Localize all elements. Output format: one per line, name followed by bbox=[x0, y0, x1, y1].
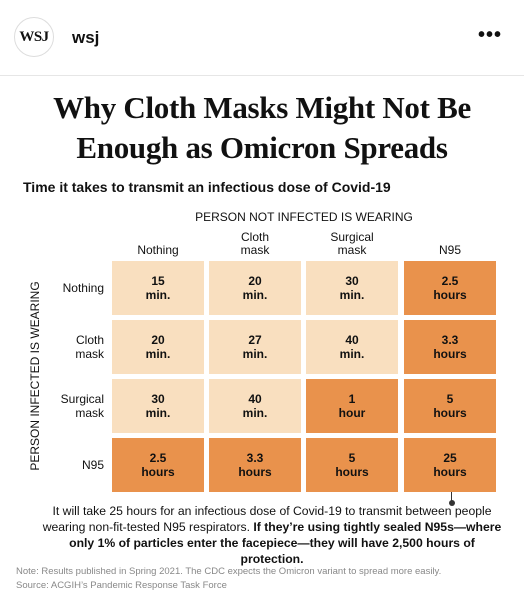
account-name[interactable]: wsj bbox=[72, 28, 100, 47]
row-header: Cloth mask bbox=[40, 320, 104, 374]
cell-unit: min. bbox=[145, 406, 171, 420]
cell-unit: hours bbox=[433, 347, 467, 361]
source: Source: ACGIH’s Pandemic Response Task F… bbox=[16, 580, 227, 591]
annotation-line bbox=[451, 492, 452, 502]
cell: 25 hours bbox=[404, 438, 496, 492]
cell-value: 15 bbox=[151, 274, 165, 288]
cell-unit: hours bbox=[238, 465, 272, 479]
cell: 3.3 hours bbox=[209, 438, 301, 492]
row-header-text: Nothing bbox=[62, 281, 104, 295]
column-header: Cloth mask bbox=[209, 231, 301, 257]
more-menu[interactable]: ••• bbox=[478, 24, 503, 46]
cell: 3.3 hours bbox=[404, 320, 496, 374]
cell-value: 25 bbox=[443, 451, 457, 465]
cell-unit: hours bbox=[433, 465, 467, 479]
account-avatar[interactable]: WSJ bbox=[14, 17, 54, 57]
column-header-text: Nothing bbox=[137, 243, 179, 257]
annotation-text: It will take 25 hours for an infectious … bbox=[42, 504, 492, 534]
cell-unit: min. bbox=[242, 406, 268, 420]
column-header: Nothing bbox=[112, 231, 204, 257]
cell-unit: min. bbox=[339, 347, 365, 361]
row-header: Nothing bbox=[40, 261, 104, 315]
cell-value: 1 bbox=[348, 392, 356, 406]
cell: 20 min. bbox=[209, 261, 301, 315]
cell-unit: hours bbox=[141, 465, 175, 479]
cell-unit: min. bbox=[145, 347, 171, 361]
row-header: N95 bbox=[40, 438, 104, 492]
cell-unit: min. bbox=[242, 347, 268, 361]
cell: 40 min. bbox=[209, 379, 301, 433]
row-header-text: N95 bbox=[81, 458, 104, 472]
cell: 2.5 hours bbox=[112, 438, 204, 492]
cell: 5 hours bbox=[404, 379, 496, 433]
cell: 15 min. bbox=[112, 261, 204, 315]
cell: 30 min. bbox=[112, 379, 204, 433]
cell-value: 40 bbox=[248, 392, 262, 406]
cell-unit: hour bbox=[338, 406, 366, 420]
cell-value: 3.3 bbox=[441, 333, 459, 347]
column-header-text: Cloth mask bbox=[240, 230, 270, 257]
annotation: It will take 25 hours for an infectious … bbox=[40, 503, 504, 567]
cell-value: 2.5 bbox=[441, 274, 459, 288]
cell-value: 3.3 bbox=[246, 451, 264, 465]
separator bbox=[0, 75, 524, 76]
cell-unit: min. bbox=[145, 288, 171, 302]
annotation-bold-text: If they’re using tightly sealed N95s—whe… bbox=[69, 520, 502, 566]
annotation-dot bbox=[448, 500, 455, 506]
cell-value: 2.5 bbox=[149, 451, 167, 465]
column-header: N95 bbox=[404, 231, 496, 257]
cell-value: 20 bbox=[248, 274, 262, 288]
column-header: Surgical mask bbox=[306, 231, 398, 257]
cell-unit: hours bbox=[433, 406, 467, 420]
title: Why Cloth Masks Might Not Be Enough as O… bbox=[53, 90, 471, 165]
cell: 2.5 hours bbox=[404, 261, 496, 315]
cell: 40 min. bbox=[306, 320, 398, 374]
cell-unit: min. bbox=[339, 288, 365, 302]
subtitle: Time it takes to transmit an infectious … bbox=[23, 179, 391, 195]
cell-value: 5 bbox=[348, 451, 356, 465]
cell-value: 5 bbox=[446, 392, 454, 406]
row-header-text: Cloth mask bbox=[75, 333, 104, 361]
cell: 5 hours bbox=[306, 438, 398, 492]
cell-value: 27 bbox=[248, 333, 262, 347]
note: Note: Results published in Spring 2021. … bbox=[16, 566, 442, 577]
column-group-label: PERSON NOT INFECTED IS WEARING bbox=[195, 210, 413, 224]
cell-unit: hours bbox=[335, 465, 369, 479]
cell-value: 30 bbox=[345, 274, 359, 288]
cell: 27 min. bbox=[209, 320, 301, 374]
cell-unit: hours bbox=[433, 288, 467, 302]
cell-value: 40 bbox=[345, 333, 359, 347]
cell: 1 hour bbox=[306, 379, 398, 433]
cell-value: 20 bbox=[151, 333, 165, 347]
cell-unit: min. bbox=[242, 288, 268, 302]
column-header-text: Surgical mask bbox=[330, 230, 374, 257]
cell: 30 min. bbox=[306, 261, 398, 315]
cell: 20 min. bbox=[112, 320, 204, 374]
row-header-text: Surgical mask bbox=[60, 392, 104, 420]
cell-value: 30 bbox=[151, 392, 165, 406]
column-header-text: N95 bbox=[438, 243, 461, 257]
row-header: Surgical mask bbox=[40, 379, 104, 433]
